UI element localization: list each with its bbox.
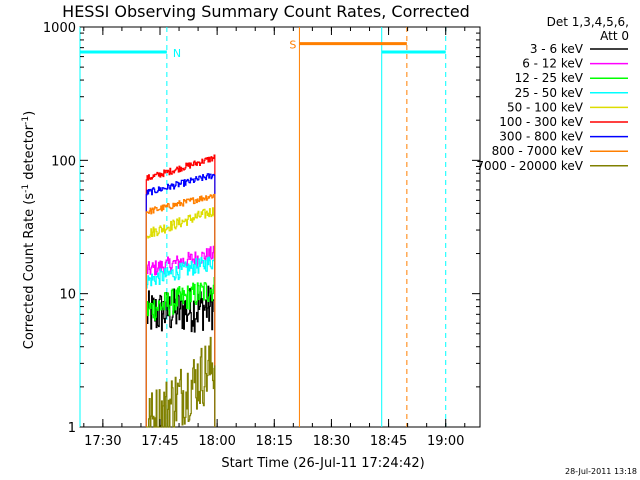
annotation-label: N bbox=[173, 47, 181, 60]
series-line-800to7000keV bbox=[145, 193, 216, 427]
y-axis-label-start: Corrected Count Rate (s bbox=[22, 193, 37, 350]
legend-label: 800 - 7000 keV bbox=[492, 144, 584, 158]
series-line-25to50keV bbox=[145, 256, 216, 427]
legend-header-attenuator: Att 0 bbox=[600, 29, 629, 43]
x-tick-label: 18:00 bbox=[198, 434, 235, 449]
legend-label: 25 - 50 keV bbox=[515, 86, 584, 100]
series-line-50to100keV bbox=[145, 207, 216, 427]
x-tick-label: 17:45 bbox=[141, 434, 178, 449]
chart-title: HESSI Observing Summary Count Rates, Cor… bbox=[62, 2, 470, 21]
footer-date: 28-Jul-2011 13:18 bbox=[565, 467, 637, 476]
series-line-6to12keV bbox=[145, 245, 216, 427]
x-tick-label: 18:15 bbox=[256, 434, 293, 449]
y-axis-label: Corrected Count Rate (s-1 detector-1) bbox=[21, 111, 37, 349]
y-axis-label-mid: detector bbox=[22, 124, 37, 184]
series-line-12to25keV bbox=[145, 276, 216, 427]
annotations: NS bbox=[79, 27, 447, 427]
legend-header-detectors: Det 1,3,4,5,6, bbox=[547, 15, 629, 29]
x-tick-label: 18:45 bbox=[370, 434, 407, 449]
y-tick-label: 100 bbox=[51, 154, 76, 169]
series-line-300to800keV bbox=[145, 173, 216, 427]
x-axis-label: Start Time (26-Jul-11 17:24:42) bbox=[221, 456, 424, 471]
legend-label: 7000 - 20000 keV bbox=[476, 159, 583, 173]
axes: 17:30 17:45 18:00 18:15 18:30 18:45 19:00 1 10 10… bbox=[43, 21, 480, 449]
legend-label: 12 - 25 keV bbox=[515, 71, 584, 85]
annotation-label: S bbox=[289, 39, 296, 52]
x-tick-label: 17:30 bbox=[84, 434, 121, 449]
legend-label: 100 - 300 keV bbox=[499, 115, 583, 129]
y-axis-label-sup1: -1 bbox=[21, 184, 31, 193]
plot-area: NS 17:30 17:45 18:00 18:15 18:30 18:45 19:0011… bbox=[43, 21, 481, 449]
x-tick-label: 19:00 bbox=[427, 434, 464, 449]
y-tick-label: 1000 bbox=[43, 21, 76, 36]
series-line-100to300keV bbox=[145, 154, 216, 427]
legend-label: 6 - 12 keV bbox=[522, 57, 584, 71]
y-tick-label: 1 bbox=[68, 421, 76, 436]
y-axis-label-sup2: -1 bbox=[21, 116, 31, 125]
series-layer bbox=[145, 154, 216, 428]
x-tick-label: 18:30 bbox=[313, 434, 350, 449]
y-tick-label: 10 bbox=[59, 288, 76, 303]
series-line-7000to20000keV bbox=[146, 336, 216, 428]
plot-frame bbox=[79, 26, 481, 428]
legend-label: 300 - 800 keV bbox=[499, 130, 583, 144]
legend-label: 3 - 6 keV bbox=[530, 42, 584, 56]
legend-label: 50 - 100 keV bbox=[507, 100, 584, 114]
y-axis-label-end: ) bbox=[22, 111, 37, 116]
